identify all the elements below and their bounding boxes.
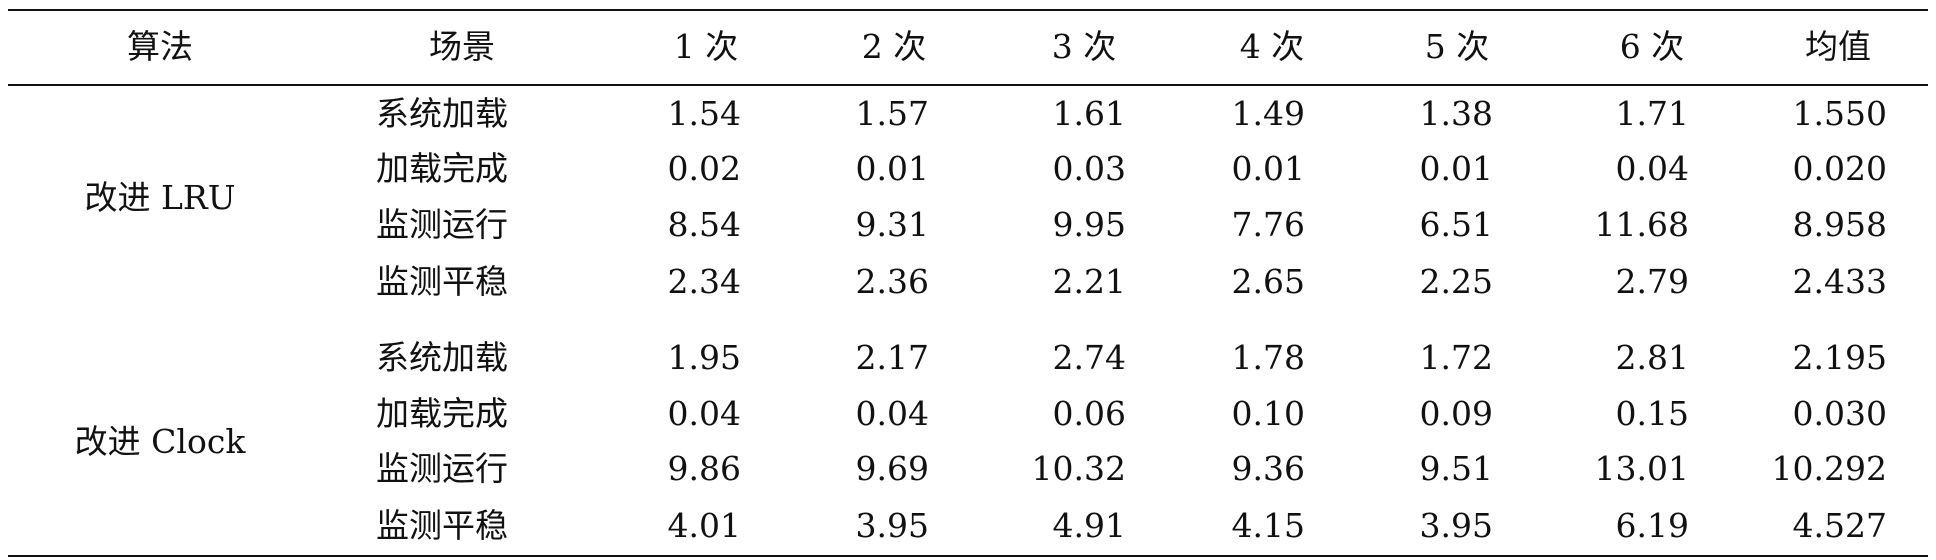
- value-cell: 3.95: [855, 506, 929, 545]
- value-cell: 2.195: [1792, 338, 1887, 377]
- value-cell: 2.81: [1615, 338, 1689, 377]
- scene-label: 监测平稳: [376, 262, 508, 301]
- value-cell: 9.31: [855, 205, 929, 244]
- value-cell: 1.550: [1792, 94, 1887, 133]
- value-cell: 7.76: [1231, 205, 1305, 244]
- value-cell: 9.51: [1419, 449, 1493, 488]
- value-cell: 0.15: [1615, 394, 1689, 433]
- scene-label: 加载完成: [376, 149, 508, 188]
- scene-label: 加载完成: [376, 394, 508, 433]
- value-cell: 1.49: [1231, 94, 1305, 133]
- header-cell: 4 次: [1239, 27, 1305, 66]
- value-cell: 3.95: [1419, 506, 1493, 545]
- value-cell: 1.38: [1419, 94, 1493, 133]
- value-cell: 13.01: [1594, 449, 1689, 488]
- value-cell: 1.61: [1052, 94, 1126, 133]
- header-rule: [8, 84, 1928, 86]
- value-cell: 1.95: [667, 338, 741, 377]
- value-cell: 9.36: [1231, 449, 1305, 488]
- value-cell: 0.01: [1231, 149, 1305, 188]
- value-cell: 0.10: [1231, 394, 1305, 433]
- value-cell: 4.91: [1052, 506, 1126, 545]
- value-cell: 10.292: [1771, 449, 1887, 488]
- value-cell: 6.51: [1419, 205, 1493, 244]
- value-cell: 0.04: [667, 394, 741, 433]
- header-cell: 3 次: [1051, 27, 1117, 66]
- value-cell: 8.958: [1792, 205, 1887, 244]
- header-cell: 算法: [127, 27, 193, 66]
- value-cell: 4.15: [1231, 506, 1305, 545]
- scene-label: 监测平稳: [376, 506, 508, 545]
- top-rule: [8, 9, 1928, 11]
- value-cell: 1.72: [1419, 338, 1493, 377]
- header-cell: 2 次: [861, 27, 927, 66]
- value-cell: 4.527: [1792, 506, 1887, 545]
- scene-label: 监测运行: [376, 449, 508, 488]
- value-cell: 0.03: [1052, 149, 1126, 188]
- bottom-rule: [8, 555, 1928, 557]
- header-cell: 1 次: [673, 27, 739, 66]
- value-cell: 10.32: [1031, 449, 1126, 488]
- algorithm-label: 改进 LRU: [84, 178, 236, 217]
- header-cell: 场景: [429, 27, 495, 66]
- value-cell: 9.86: [667, 449, 741, 488]
- scene-label: 系统加载: [376, 338, 508, 377]
- value-cell: 2.433: [1792, 262, 1887, 301]
- value-cell: 2.36: [855, 262, 929, 301]
- value-cell: 0.04: [855, 394, 929, 433]
- scene-label: 监测运行: [376, 205, 508, 244]
- value-cell: 11.68: [1594, 205, 1689, 244]
- value-cell: 1.78: [1231, 338, 1305, 377]
- value-cell: 2.65: [1231, 262, 1305, 301]
- value-cell: 8.54: [667, 205, 741, 244]
- header-cell: 均值: [1805, 27, 1871, 66]
- value-cell: 0.01: [1419, 149, 1493, 188]
- value-cell: 2.79: [1615, 262, 1689, 301]
- header-cell: 5 次: [1424, 27, 1490, 66]
- value-cell: 0.09: [1419, 394, 1493, 433]
- value-cell: 2.17: [855, 338, 929, 377]
- value-cell: 0.030: [1792, 394, 1887, 433]
- value-cell: 0.01: [855, 149, 929, 188]
- value-cell: 2.34: [667, 262, 741, 301]
- header-cell: 6 次: [1619, 27, 1685, 66]
- value-cell: 0.020: [1792, 149, 1887, 188]
- scene-label: 系统加载: [376, 94, 508, 133]
- value-cell: 1.57: [855, 94, 929, 133]
- value-cell: 4.01: [667, 506, 741, 545]
- value-cell: 0.02: [667, 149, 741, 188]
- value-cell: 0.06: [1052, 394, 1126, 433]
- value-cell: 0.04: [1615, 149, 1689, 188]
- value-cell: 9.69: [855, 449, 929, 488]
- value-cell: 2.25: [1419, 262, 1493, 301]
- value-cell: 1.71: [1615, 94, 1689, 133]
- value-cell: 2.21: [1052, 262, 1126, 301]
- value-cell: 2.74: [1052, 338, 1126, 377]
- value-cell: 9.95: [1052, 205, 1126, 244]
- algorithm-label: 改进 Clock: [74, 422, 246, 461]
- value-cell: 6.19: [1615, 506, 1689, 545]
- value-cell: 1.54: [667, 94, 741, 133]
